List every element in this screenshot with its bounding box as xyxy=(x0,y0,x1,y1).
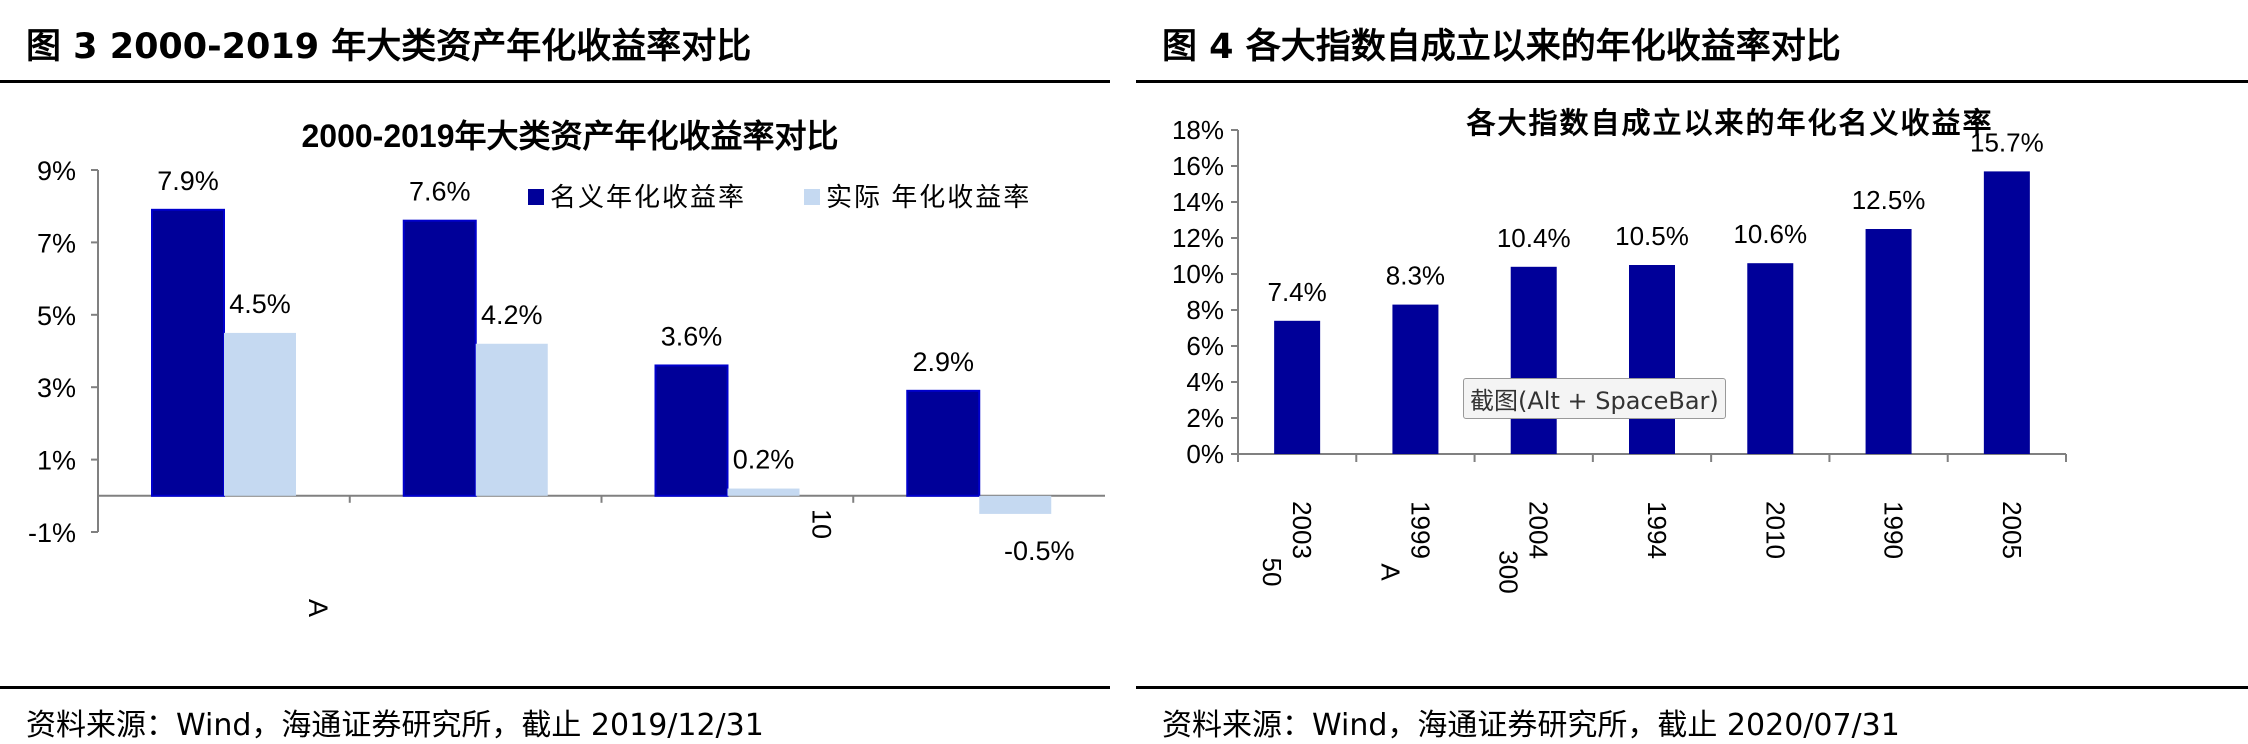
y-tick-label: 16% xyxy=(1172,151,1224,181)
x-category-label: 2005 xyxy=(1997,501,2027,559)
y-tick-label: 0% xyxy=(1186,439,1224,469)
chart-title: 各大指数自成立以来的年化名义收益率 xyxy=(1465,106,1993,140)
asset-returns-chart: 2000-2019年大类资产年化收益率对比 9% 7% 5% 3% 1% -1% 7.9% 7.… xyxy=(28,118,1105,617)
top-rule xyxy=(0,80,1110,83)
y-tick-label: 18% xyxy=(1172,115,1224,145)
x-category-label: 10 xyxy=(807,509,837,539)
bar-real xyxy=(979,495,1052,514)
bar-data-label: 8.3% xyxy=(1386,261,1445,291)
y-tick-label: 6% xyxy=(1186,331,1224,361)
bar-data-label: 10.6% xyxy=(1733,219,1807,249)
bar-index-return xyxy=(1865,229,1912,454)
bar-data-label: 3.6% xyxy=(661,321,723,351)
figure-4-source: 资料来源：Wind，海通证券研究所，截止 2020/07/31 xyxy=(1162,708,1900,743)
x-category-label: 50 xyxy=(1257,558,1287,587)
figure-4-caption: 图 4 各大指数自成立以来的年化收益率对比 xyxy=(1162,27,1841,67)
y-tick-label: 2% xyxy=(1186,403,1224,433)
bar-data-label: 4.5% xyxy=(229,289,291,319)
bar-data-label: -0.5% xyxy=(1004,536,1075,566)
bar-data-label: 7.6% xyxy=(409,177,471,207)
y-tick-label: 8% xyxy=(1186,295,1224,325)
bar-real xyxy=(475,343,548,496)
y-tick-label: 10% xyxy=(1172,259,1224,289)
bar-data-label: 15.7% xyxy=(1970,127,2044,157)
bar-data-label: 4.2% xyxy=(481,300,543,330)
x-category-label: 2003 xyxy=(1287,501,1317,559)
bar-real xyxy=(224,332,296,496)
bar-data-label: 10.5% xyxy=(1615,221,1689,251)
x-category-label: 1994 xyxy=(1642,501,1672,559)
chart-title: 2000-2019年大类资产年化收益率对比 xyxy=(301,118,838,154)
y-tick-label: 14% xyxy=(1172,187,1224,217)
bar-index-return xyxy=(1747,263,1794,454)
bar-index-return xyxy=(1510,266,1557,454)
bar-data-label: 12.5% xyxy=(1852,185,1926,215)
x-category-label: A xyxy=(1375,563,1405,581)
bar-index-return xyxy=(1392,304,1439,454)
x-category-label: 2010 xyxy=(1760,501,1790,559)
legend-swatch xyxy=(804,189,820,205)
figure-3-source: 资料来源：Wind，海通证券研究所，截止 2019/12/31 xyxy=(26,708,764,743)
y-tick-label: 5% xyxy=(37,301,76,331)
index-returns-chart: 各大指数自成立以来的年化名义收益率 18% 16% 14% 12% 10% 8% 6% 4% 2%… xyxy=(1172,106,2067,594)
x-category-label: 300 xyxy=(1494,550,1524,593)
legend-label: 名义年化收益率 xyxy=(550,182,746,212)
bar-data-label: 2.9% xyxy=(912,347,974,377)
bar-index-return xyxy=(1274,320,1321,454)
figure-3-panel: 图 3 2000-2019 年大类资产年化收益率对比 2000-2019年大类资… xyxy=(0,0,1110,744)
x-category-label: 1990 xyxy=(1879,501,1909,559)
legend-label: 实际 年化收益率 xyxy=(826,182,1031,212)
y-tick-label: 3% xyxy=(37,373,76,403)
x-category-label: 1999 xyxy=(1405,501,1435,559)
bar-data-label: 7.9% xyxy=(157,166,219,196)
bar-nominal xyxy=(402,219,477,497)
x-category-label: 2004 xyxy=(1524,501,1554,559)
top-rule xyxy=(1136,80,2248,83)
bar-index-return xyxy=(1983,171,2030,454)
y-tick-label: 4% xyxy=(1186,367,1224,397)
bar-data-label: 0.2% xyxy=(733,445,795,475)
bar-nominal xyxy=(906,389,981,497)
y-tick-label: 1% xyxy=(37,446,76,476)
y-tick-label: 7% xyxy=(37,228,76,258)
y-tick-label: 12% xyxy=(1172,223,1224,253)
y-tick-label: 9% xyxy=(37,156,76,186)
bar-nominal xyxy=(151,208,225,497)
bar-nominal xyxy=(654,364,729,497)
bar-real xyxy=(727,488,800,496)
bar-data-label: 10.4% xyxy=(1497,223,1571,253)
figure-4-panel: 图 4 各大指数自成立以来的年化收益率对比 各大指数自成立以来的年化名义收益率 1… xyxy=(1136,0,2248,744)
bottom-rule xyxy=(0,686,1110,689)
legend-swatch xyxy=(528,189,544,205)
x-category-label: A xyxy=(303,599,333,617)
y-tick-label: -1% xyxy=(28,518,76,548)
figure-3-caption: 图 3 2000-2019 年大类资产年化收益率对比 xyxy=(26,27,752,67)
screenshot-tooltip: 截图(Alt + SpaceBar) xyxy=(1463,378,1726,419)
bar-index-return xyxy=(1629,265,1675,454)
bar-data-label: 7.4% xyxy=(1268,277,1327,307)
bottom-rule xyxy=(1136,686,2248,689)
